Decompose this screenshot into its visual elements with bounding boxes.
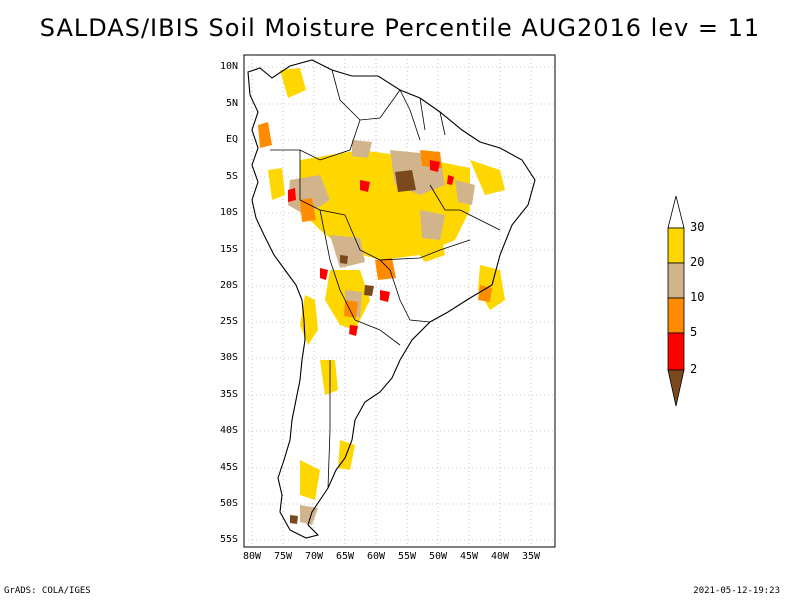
lon-tick-label: 75W [273,551,293,562]
colorbar-level-label: 2 [690,362,698,376]
colorbar-level-label: 20 [690,255,705,269]
lon-tick-label: 55W [397,551,417,562]
colorbar-2to5 [667,332,685,371]
lat-tick-label: 30S [219,352,238,363]
colorbar-level-label: 5 [690,325,698,339]
lat-tick-label: 10N [219,61,238,72]
lon-tick-label: 80W [242,551,262,562]
colorbar-20to30 [667,227,685,264]
lon-tick-label: 35W [521,551,541,562]
country-borders [270,69,501,489]
lat-tick-label: 35S [219,389,238,400]
lat-tick-label: 25S [219,316,238,327]
lat-tick-label: EQ [225,134,238,145]
lat-tick-label: 5N [225,98,238,109]
lat-tick-label: 40S [219,425,238,436]
lon-tick-label: 65W [335,551,355,562]
colorbar-5to10 [667,297,685,334]
lon-tick-label: 70W [304,551,324,562]
colorbar-lt2 [667,369,685,407]
lat-tick-label: 45S [219,462,238,473]
lon-tick-label: 60W [366,551,386,562]
lon-tick-label: 50W [428,551,448,562]
lat-tick-label: 50S [219,498,238,509]
soil-moisture-field [258,68,505,525]
lat-tick-label: 5S [225,171,238,182]
lat-tick-label: 10S [219,207,238,218]
lon-tick-label: 40W [490,551,510,562]
footer-timestamp: 2021-05-12-19:23 [693,586,780,596]
colorbar-level-label: 10 [690,290,705,304]
lat-tick-label: 20S [219,280,238,291]
map-title: SALDAS/IBIS Soil Moisture Percentile AUG… [39,14,761,42]
lon-tick-label: 45W [459,551,479,562]
plot-frame [243,54,556,548]
continent-outline [247,59,536,539]
colorbar-gt30 [667,195,685,229]
lat-tick-label: 15S [219,244,238,255]
colorbar-10to20 [667,262,685,299]
colorbar [667,195,685,407]
lat-tick-label: 55S [219,534,238,545]
colorbar-level-label: 30 [690,220,705,234]
footer-credit: GrADS: COLA/IGES [4,586,91,596]
